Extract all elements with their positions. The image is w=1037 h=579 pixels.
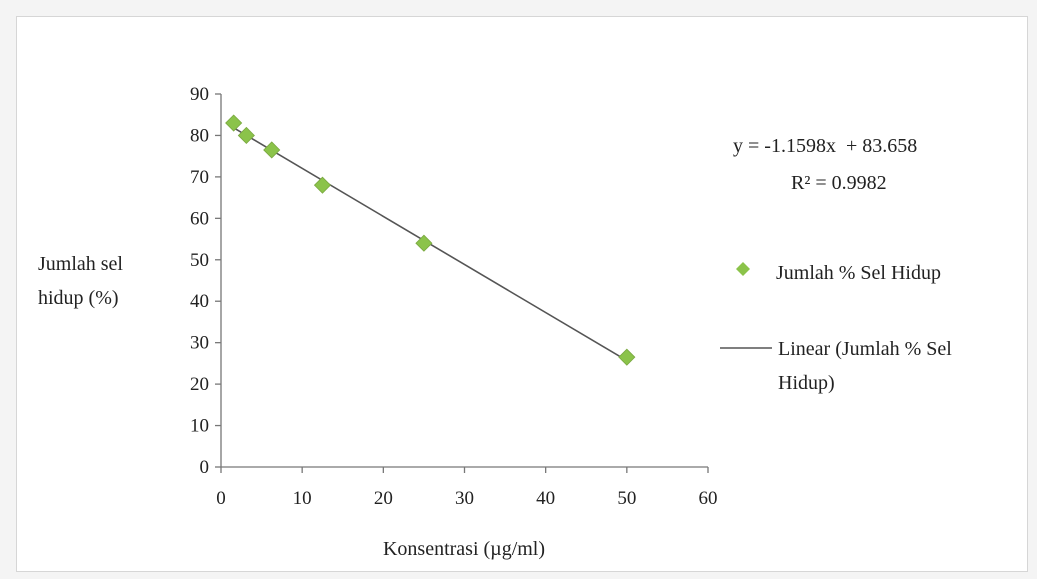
y-tick-label: 90 [190,84,209,105]
data-points [225,114,636,366]
chart-frame [16,16,1028,572]
data-point-diamond [263,141,281,159]
x-tick-label: 50 [617,488,636,509]
legend-series-label: Jumlah % Sel Hidup [776,262,941,284]
x-tick-label: 30 [455,488,474,509]
y-tick-label: 60 [190,208,209,229]
y-axis-label-line-1: Jumlah sel [38,253,123,275]
legend-trendline-label-line-2: Hidup) [778,372,835,394]
data-point-diamond [618,348,636,366]
y-tick-label: 30 [190,333,209,354]
data-point-diamond [237,126,255,145]
y-axis-ticks: 0 10 20 30 40 50 60 70 80 90 [190,84,221,478]
legend-trendline-label-line-1: Linear (Jumlah % Sel [778,338,952,360]
x-axis-ticks: 0 10 20 30 40 50 60 [216,467,718,509]
y-axis-label-line-2: hidup (%) [38,287,119,309]
y-tick-label: 10 [190,416,209,437]
x-tick-label: 40 [536,488,555,509]
x-tick-label: 60 [699,488,718,509]
trendline-r-squared: R² = 0.9982 [791,172,887,194]
data-point-diamond [225,114,243,132]
y-tick-label: 80 [190,125,209,146]
y-tick-label: 50 [190,250,209,271]
y-tick-label: 40 [190,291,209,312]
x-tick-label: 20 [374,488,393,509]
y-tick-label: 20 [190,374,209,395]
data-point-diamond [313,176,332,194]
x-tick-label: 10 [293,488,312,509]
x-tick-label: 0 [216,488,226,509]
y-tick-label: 0 [200,457,210,478]
x-axis-label: Konsentrasi (µg/ml) [383,538,545,560]
legend-marker-diamond [736,262,750,276]
data-point-diamond [415,234,433,252]
trendline-equation: y = -1.1598x + 83.658 [733,135,917,157]
y-tick-label: 70 [190,167,209,188]
